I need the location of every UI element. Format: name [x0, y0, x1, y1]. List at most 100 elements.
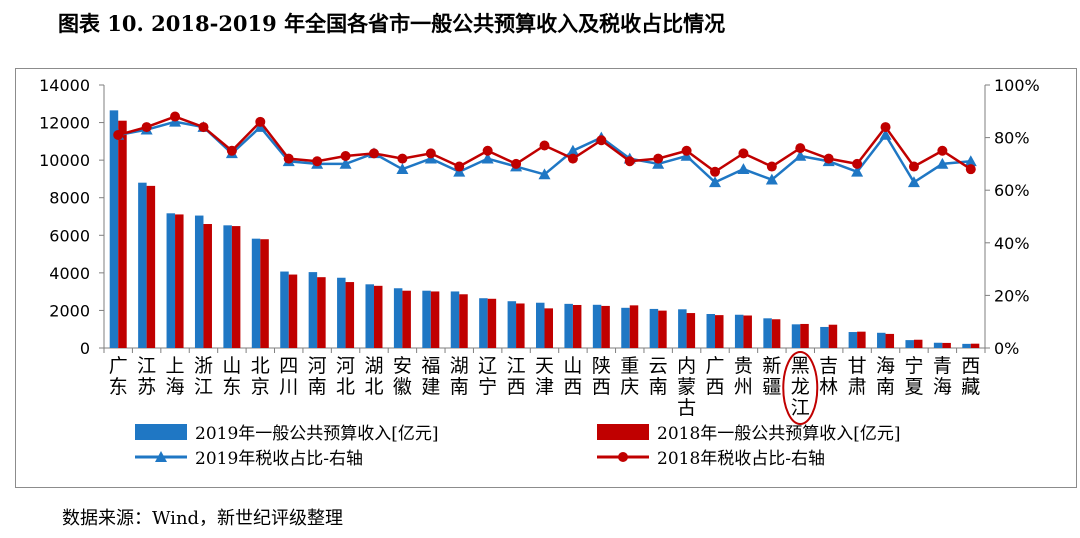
right-tick-label: 20% [994, 286, 1030, 305]
bar-2019 [450, 291, 460, 348]
chart-canvas: 0 2000 4000 6000 8000 10000 12000 14000 0% 20% 40%… [39, 76, 1040, 469]
tax-ratio-2018-point [198, 122, 209, 133]
chart-frame [15, 68, 1077, 488]
category-label: 天津 [535, 355, 554, 398]
bar-2018 [544, 308, 553, 348]
category-label: 内蒙古 [677, 355, 696, 419]
bar-2019 [877, 332, 886, 348]
bar-2018 [402, 290, 411, 348]
tax-ratio-2018-point [454, 161, 465, 172]
tax-ratio-2019-point [538, 168, 551, 180]
tax-ratio-2018-point [852, 158, 863, 169]
source-note: 数据来源：Wind，新世纪评级整理 [62, 508, 344, 529]
bar-2019 [933, 342, 943, 348]
right-tick-label: 100% [994, 76, 1040, 95]
bar-2018 [601, 305, 610, 348]
right-tick-label: 40% [994, 234, 1030, 253]
category-label: 吉林 [819, 355, 838, 398]
category-label: 河北 [336, 355, 355, 398]
left-tick-label: 6000 [49, 226, 90, 245]
tax-ratio-2018-point [425, 148, 436, 159]
bar-2018 [771, 319, 781, 348]
tax-ratio-2018-point [340, 151, 351, 162]
category-label: 陕西 [592, 355, 611, 398]
tax-ratio-2018-point [880, 122, 891, 133]
bar-2018 [146, 185, 156, 348]
category-label: 青海 [933, 355, 952, 398]
tax-ratio-2018-point [908, 161, 919, 172]
bar-2019 [820, 326, 829, 348]
bar-2018 [430, 291, 440, 348]
bar-2018 [459, 294, 468, 348]
tax-ratio-2019-point [907, 176, 920, 188]
bar-2018 [715, 315, 724, 348]
category-label: 黑龙江 [791, 355, 810, 419]
category-label: 安徽 [393, 355, 412, 398]
category-label: 新疆 [762, 355, 781, 398]
bar-2018 [686, 313, 696, 348]
left-tick-label: 8000 [49, 189, 90, 208]
bar-2018 [288, 274, 298, 348]
bar-2018 [658, 310, 667, 348]
tax-ratio-2019-point [794, 150, 807, 161]
legend-marker [618, 452, 628, 462]
left-tick-label: 2000 [49, 301, 90, 320]
bar-2018 [743, 315, 752, 348]
tax-ratio-2018-point [965, 164, 976, 175]
category-label: 福建 [421, 355, 440, 398]
bar-2019 [706, 313, 716, 348]
tax-ratio-2018-point [482, 145, 493, 156]
legend-swatch [597, 424, 649, 440]
left-tick-label: 0 [80, 339, 90, 358]
category-label: 山西 [563, 355, 582, 398]
tax-ratio-2018-point [567, 153, 578, 164]
bar-2018 [970, 343, 980, 348]
tax-ratio-2018-point [766, 161, 777, 172]
bar-2018 [373, 285, 383, 348]
bar-2018 [231, 226, 241, 348]
tax-ratio-2018-point [539, 140, 550, 151]
bar-2019 [536, 302, 545, 348]
category-label: 甘肃 [848, 355, 867, 398]
tax-ratio-2018-point [511, 158, 522, 169]
bar-2018 [913, 339, 923, 348]
tax-ratio-2018-point [681, 145, 692, 156]
tax-ratio-2018-point [226, 145, 237, 156]
category-label: 山东 [222, 355, 241, 398]
right-tick-label: 80% [994, 129, 1030, 148]
tax-ratio-2018-point [397, 153, 408, 164]
bar-2019 [308, 272, 318, 348]
category-label: 浙江 [194, 355, 213, 398]
bar-2018 [800, 323, 809, 348]
category-label: 湖北 [364, 355, 383, 398]
tax-ratio-2018-point [823, 153, 834, 164]
tax-ratio-2018-point [795, 143, 806, 154]
tax-ratio-2018-point [596, 135, 607, 146]
tax-ratio-2019-point [709, 176, 722, 188]
bar-2018 [487, 298, 497, 348]
bar-2018 [118, 120, 127, 348]
left-tick-label: 14000 [39, 76, 90, 95]
tax-ratio-2019-point [851, 165, 864, 177]
category-label: 四川 [279, 355, 298, 398]
bar-2019 [393, 288, 403, 348]
bar-2018 [317, 277, 326, 348]
bar-2018 [885, 333, 895, 348]
bar-2018 [572, 304, 582, 348]
tax-ratio-2018-point [255, 116, 266, 127]
bar-2019 [848, 332, 858, 348]
tax-ratio-2019-point [737, 163, 750, 174]
tax-ratio-2018-point [710, 166, 721, 177]
tax-ratio-2019-point [936, 157, 949, 169]
bar-2019 [621, 307, 630, 348]
category-label: 重庆 [620, 355, 639, 398]
category-label: 宁夏 [904, 355, 923, 398]
bar-2019 [166, 213, 176, 348]
legend-label: 2018年一般公共预算收入[亿元] [657, 424, 901, 444]
tax-ratio-2019-point [481, 152, 494, 164]
legend-label: 2019年一般公共预算收入[亿元] [195, 424, 439, 444]
tax-ratio-2019-point [339, 157, 352, 169]
tax-ratio-2019-point [396, 163, 409, 174]
bar-2019 [564, 303, 573, 348]
bar-2019 [734, 314, 744, 348]
